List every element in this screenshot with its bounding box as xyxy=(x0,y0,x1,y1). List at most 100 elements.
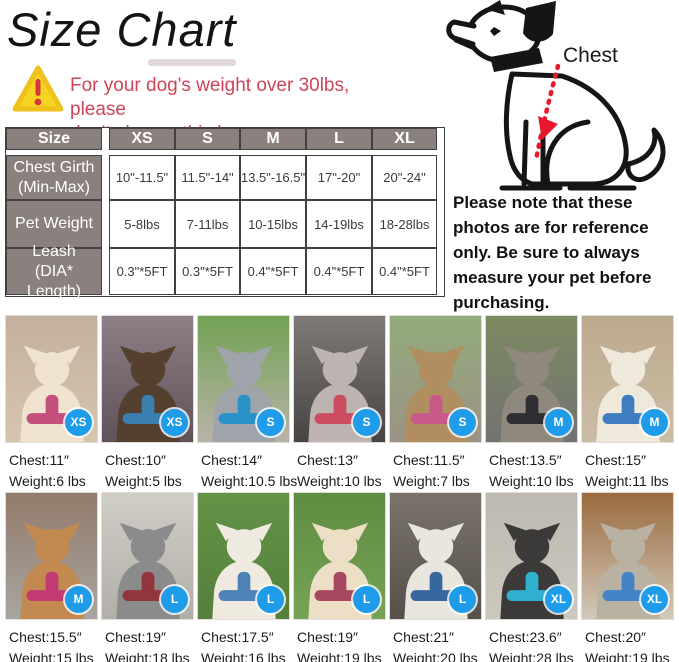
caption-chest: Chest:14″ xyxy=(201,452,262,468)
pet-photo: L xyxy=(389,492,482,620)
size-badge: L xyxy=(449,586,476,613)
table-cell: 5-8lbs xyxy=(109,200,175,248)
row-label-line1: Chest Girth xyxy=(13,158,95,176)
pet-card: S Chest:14″ Weight:10.5 lbs xyxy=(197,315,298,492)
size-badge: L xyxy=(257,586,284,613)
table-gap xyxy=(102,200,109,248)
row-label-line2: (DIA* Length) xyxy=(26,262,82,300)
pet-caption: Chest:13.5″ Weight:10 lbs xyxy=(485,443,578,492)
size-table: Size XS S M L XL Chest Girth (Min-Max) 1… xyxy=(5,127,445,300)
table-header-size: Size xyxy=(6,128,102,150)
table-cell: 0.4"*5FT xyxy=(372,248,437,295)
table-gap xyxy=(102,150,109,155)
row-label-line1: Leash xyxy=(32,242,76,260)
pet-photo: S xyxy=(389,315,482,443)
chest-measure-label: Chest xyxy=(563,44,618,67)
pet-photo: XL xyxy=(485,492,578,620)
row-label-line2: (Min-Max) xyxy=(18,178,90,196)
table-cell: 0.3"*5FT xyxy=(109,248,175,295)
size-badge: XS xyxy=(161,409,188,436)
pet-caption: Chest:20″ Weight:19 lbs xyxy=(581,620,674,662)
caption-weight: Weight:19 lbs xyxy=(297,650,382,662)
size-badge: L xyxy=(161,586,188,613)
dog-lineart-icon xyxy=(446,0,666,191)
pet-caption: Chest:23.6″ Weight:28 lbs xyxy=(485,620,578,662)
table-header-l: L xyxy=(306,128,372,150)
table-gap xyxy=(102,248,109,295)
table-gap xyxy=(102,155,109,200)
pet-card: L Chest:19″ Weight:19 lbs xyxy=(293,492,386,662)
size-badge: L xyxy=(353,586,380,613)
pet-card: M Chest:15″ Weight:11 lbs xyxy=(581,315,674,492)
pet-photo-grid: XS Chest:11″ Weight:6 lbs XS Chest:10″ W… xyxy=(5,315,674,662)
size-badge: M xyxy=(65,586,92,613)
table-header-xl: XL xyxy=(372,128,437,150)
table-cell: 17"-20" xyxy=(306,155,372,200)
pet-card: XL Chest:20″ Weight:19 lbs xyxy=(581,492,674,662)
caption-weight: Weight:15 lbs xyxy=(9,650,94,662)
caption-weight: Weight:10.5 lbs xyxy=(201,473,298,489)
warning-triangle-icon xyxy=(12,65,64,112)
warning-line1: For your dog's weight over 30lbs, please xyxy=(70,75,350,120)
pet-caption: Chest:15.5″ Weight:15 lbs xyxy=(5,620,98,662)
caption-weight: Weight:11 lbs xyxy=(585,473,669,489)
table-cell: 10-15lbs xyxy=(240,200,306,248)
size-badge: XS xyxy=(65,409,92,436)
caption-weight: Weight:20 lbs xyxy=(393,650,478,662)
size-badge: M xyxy=(545,409,572,436)
pet-card: XS Chest:11″ Weight:6 lbs xyxy=(5,315,98,492)
caption-weight: Weight:28 lbs xyxy=(489,650,574,662)
caption-chest: Chest:23.6″ xyxy=(489,629,562,645)
table-cell: 14-19lbs xyxy=(306,200,372,248)
size-badge: S xyxy=(449,409,476,436)
table-row-label-leash: Leash (DIA* Length) xyxy=(6,243,102,300)
pet-card: S Chest:13″ Weight:10 lbs xyxy=(293,315,386,492)
caption-weight: Weight:10 lbs xyxy=(297,473,382,489)
size-badge: XL xyxy=(545,586,572,613)
caption-chest: Chest:15″ xyxy=(585,452,646,468)
caption-chest: Chest:13″ xyxy=(297,452,358,468)
table-gap xyxy=(6,150,102,155)
dog-measure-diagram: Chest xyxy=(442,0,679,192)
caption-chest: Chest:11.5″ xyxy=(393,452,465,468)
pet-photo: XS xyxy=(5,315,98,443)
size-badge: XL xyxy=(641,586,668,613)
size-badge: S xyxy=(353,409,380,436)
pet-photo: XS xyxy=(101,315,194,443)
pet-photo: XL xyxy=(581,492,674,620)
caption-chest: Chest:17.5″ xyxy=(201,629,274,645)
highlight-smudge xyxy=(148,59,236,66)
pet-photo: L xyxy=(101,492,194,620)
caption-weight: Weight:5 lbs xyxy=(105,473,182,489)
caption-weight: Weight:10 lbs xyxy=(489,473,574,489)
table-gap xyxy=(109,150,175,155)
pet-card: XS Chest:10″ Weight:5 lbs xyxy=(101,315,194,492)
table-header-xs: XS xyxy=(109,128,175,150)
pet-photo: M xyxy=(485,315,578,443)
caption-chest: Chest:19″ xyxy=(105,629,166,645)
table-header-m: M xyxy=(240,128,306,150)
caption-weight: Weight:16 lbs xyxy=(201,650,286,662)
table-row-label-pet-weight: Pet Weight xyxy=(6,200,102,248)
table-cell: 0.3"*5FT xyxy=(175,248,240,295)
size-badge: S xyxy=(257,409,284,436)
caption-chest: Chest:20″ xyxy=(585,629,646,645)
table-gap xyxy=(175,150,240,155)
table-cell: 13.5"-16.5" xyxy=(240,155,306,200)
pet-photo: M xyxy=(581,315,674,443)
caption-weight: Weight:18 lbs xyxy=(105,650,190,662)
table-cell: 20"-24" xyxy=(372,155,437,200)
caption-chest: Chest:15.5″ xyxy=(9,629,82,645)
table-header-s: S xyxy=(175,128,240,150)
pet-card: L Chest:21″ Weight:20 lbs xyxy=(389,492,482,662)
pet-caption: Chest:21″ Weight:20 lbs xyxy=(389,620,482,662)
caption-weight: Weight:19 lbs xyxy=(585,650,670,662)
size-badge: M xyxy=(641,409,668,436)
pet-caption: Chest:13″ Weight:10 lbs xyxy=(293,443,386,492)
pet-card: M Chest:15.5″ Weight:15 lbs xyxy=(5,492,98,662)
page-title: Size Chart xyxy=(7,3,237,56)
table-cell: 10"-11.5" xyxy=(109,155,175,200)
pet-card: L Chest:17.5″ Weight:16 lbs xyxy=(197,492,290,662)
pet-card: L Chest:19″ Weight:18 lbs xyxy=(101,492,194,662)
pet-photo: S xyxy=(293,315,386,443)
